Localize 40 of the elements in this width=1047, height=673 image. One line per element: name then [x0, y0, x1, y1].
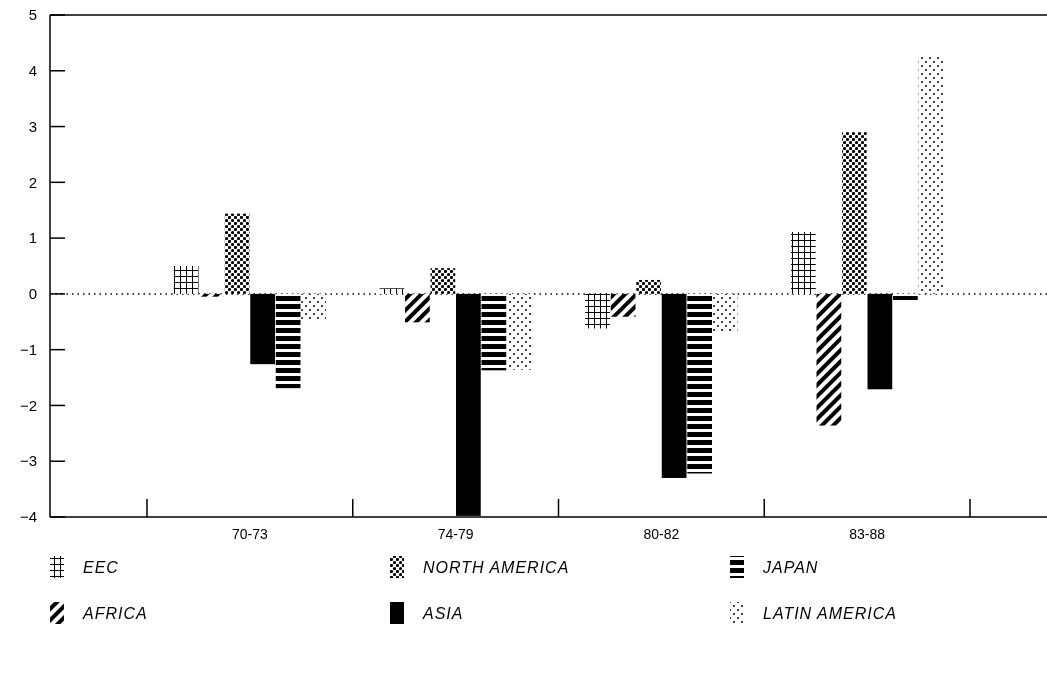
y-tick-label: 0 [28, 285, 37, 303]
bar [481, 293, 507, 371]
y-tick-label: 4 [28, 62, 37, 80]
y-tick-label: −4 [19, 508, 37, 526]
legend-label: AFRICA [82, 604, 148, 622]
y-tick-label: −3 [19, 452, 37, 470]
y-tick-label: 5 [28, 6, 37, 24]
bar [250, 293, 275, 365]
bar [636, 279, 661, 294]
bar [893, 293, 918, 301]
bar [173, 266, 199, 294]
legend-label: JAPAN [762, 558, 819, 576]
x-tick-label: 74-79 [437, 526, 474, 542]
y-tick-label: 1 [28, 229, 37, 247]
y-tick-label: −2 [19, 396, 37, 414]
x-tick-label: 80-82 [643, 526, 680, 542]
y-tick-label: 2 [28, 173, 37, 191]
bar [430, 268, 456, 294]
x-tick-label: 70-73 [231, 526, 268, 542]
bar [199, 293, 224, 297]
bar [661, 293, 687, 478]
bar [301, 293, 326, 321]
bar [405, 293, 430, 323]
bar [842, 132, 867, 294]
y-tick-label: −1 [19, 340, 37, 358]
bar [275, 293, 301, 389]
bar [456, 293, 481, 516]
bar [687, 293, 712, 474]
legend-label: ASIA [422, 604, 464, 622]
legend-label: EEC [83, 558, 119, 576]
legend-label: LATIN AMERICA [763, 604, 897, 622]
x-tick-label: 83-88 [849, 526, 886, 542]
y-tick-label: 3 [28, 117, 37, 135]
bar [867, 293, 893, 390]
bar [816, 293, 842, 426]
bar [585, 293, 610, 329]
bar [712, 293, 738, 332]
bar [610, 293, 636, 317]
legend-label: NORTH AMERICA [423, 558, 570, 576]
bar [224, 213, 250, 294]
